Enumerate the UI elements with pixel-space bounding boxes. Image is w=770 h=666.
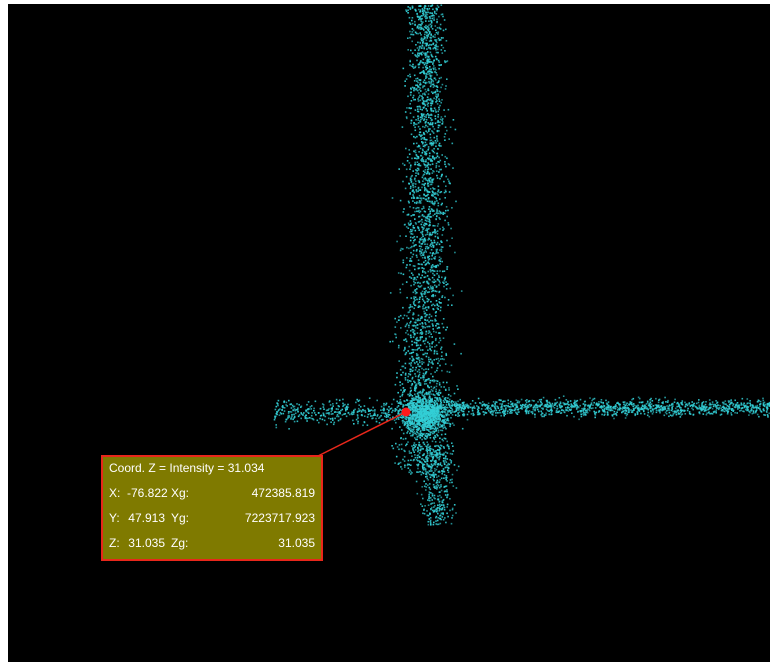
point-cloud[interactable] [8,4,770,662]
picked-point-marker[interactable] [401,407,411,417]
point-cloud-points [273,4,770,526]
axis-x-value: -76.822 [127,486,168,500]
label-row-z: Z: 31.035 Zg: 31.035 [109,535,315,551]
axis-xg-value: 472385.819 [251,486,315,500]
axis-z-value: 31.035 [128,536,165,550]
axis-y-value: 47.913 [128,511,165,525]
axis-zg-label: Zg: [171,536,189,550]
axis-z-label: Z: [109,536,120,550]
point-cloud-viewport[interactable]: Coord. Z = Intensity = 31.034 X: -76.822… [8,4,770,662]
axis-xg-label: Xg: [171,486,190,500]
label-title: Coord. Z = Intensity = 31.034 [109,461,265,475]
picked-point-label[interactable]: Coord. Z = Intensity = 31.034 X: -76.822… [101,455,323,561]
axis-yg-label: Yg: [171,511,190,525]
axis-y-label: Y: [109,511,120,525]
axis-zg-value: 31.035 [278,536,315,550]
leader-line [317,411,407,457]
label-row-y: Y: 47.913 Yg: 7223717.923 [109,510,315,526]
axis-yg-value: 7223717.923 [244,511,315,525]
axis-x-label: X: [109,486,121,500]
label-row-x: X: -76.822 Xg: 472385.819 [109,485,315,501]
